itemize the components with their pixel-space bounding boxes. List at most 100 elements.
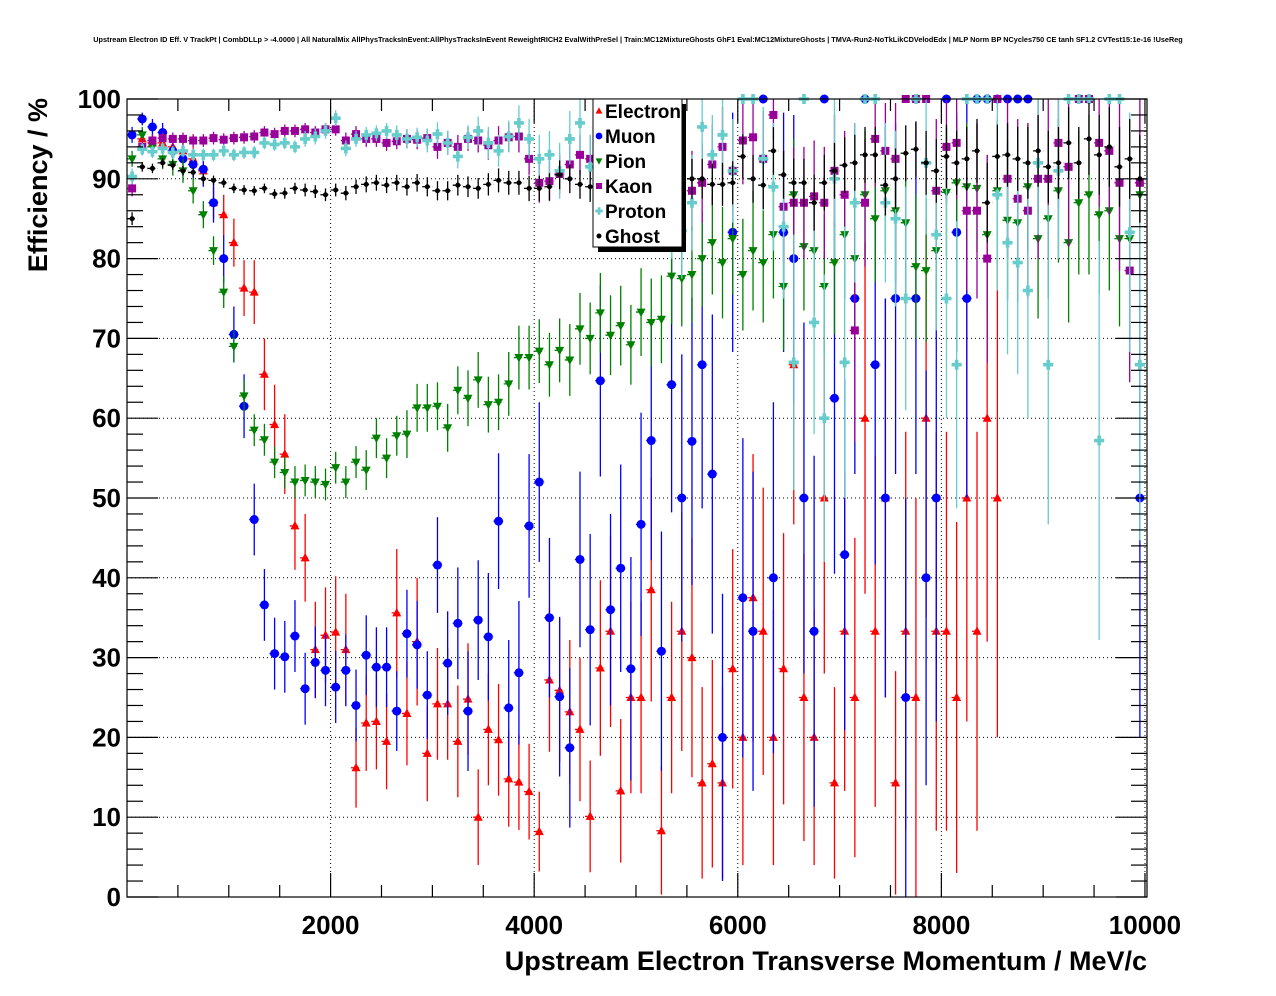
data-point-muon <box>341 665 351 675</box>
data-point-electron <box>911 692 921 701</box>
data-point-kaon <box>575 150 584 159</box>
data-point-kaon <box>769 110 778 119</box>
data-point-pion <box>229 342 239 352</box>
data-point-pion <box>677 275 687 284</box>
data-point-proton <box>1043 359 1054 370</box>
y-tick-label: 100 <box>78 84 121 114</box>
data-point-ghost <box>984 200 990 206</box>
data-point-electron <box>524 786 534 796</box>
data-point-ghost <box>913 146 919 152</box>
data-point-muon <box>361 650 371 660</box>
data-point-electron <box>850 692 860 701</box>
data-point-pion <box>483 401 493 410</box>
data-point-proton <box>1134 359 1145 370</box>
data-point-muon <box>677 493 687 503</box>
data-point-proton <box>809 317 820 328</box>
data-point-pion <box>697 255 707 264</box>
data-point-ghost <box>323 192 329 198</box>
data-point-electron <box>697 777 707 787</box>
data-point-ghost <box>1015 156 1021 162</box>
y-tick-label: 40 <box>92 563 121 593</box>
data-point-proton <box>300 133 311 144</box>
data-point-ghost <box>190 169 196 175</box>
data-point-muon <box>127 130 137 140</box>
data-point-ghost <box>434 188 440 194</box>
data-point-muon <box>147 122 157 132</box>
legend-label: Muon <box>605 127 656 148</box>
data-point-electron <box>575 724 585 733</box>
x-tick-label: 10000 <box>1109 910 1181 940</box>
data-point-ghost <box>261 185 267 191</box>
data-point-pion <box>921 267 931 276</box>
data-point-ghost <box>404 184 410 190</box>
data-point-muon <box>962 294 972 303</box>
data-point-muon <box>188 159 198 169</box>
data-point-ghost <box>363 181 369 187</box>
data-point-pion <box>1094 211 1104 220</box>
data-point-pion <box>300 476 310 486</box>
data-point-pion <box>606 331 616 341</box>
data-point-muon <box>656 646 666 656</box>
data-point-pion <box>575 325 585 334</box>
data-point-ghost <box>1076 160 1082 166</box>
data-point-ghost <box>1096 152 1102 158</box>
data-point-ghost <box>1106 144 1112 150</box>
data-point-proton <box>351 133 362 144</box>
data-point-pion <box>911 263 921 272</box>
data-point-electron <box>219 209 229 219</box>
data-point-pion <box>361 466 371 476</box>
data-point-kaon <box>290 126 299 135</box>
data-point-electron <box>422 748 432 757</box>
y-tick-label: 10 <box>92 802 121 832</box>
data-point-ghost <box>526 185 532 191</box>
data-point-proton <box>391 129 402 140</box>
data-point-pion <box>687 271 697 280</box>
data-point-proton <box>422 135 433 146</box>
data-point-muon <box>921 573 931 583</box>
data-point-ghost <box>516 180 522 186</box>
data-point-muon <box>137 114 147 124</box>
data-point-proton <box>432 129 443 140</box>
data-point-proton <box>381 125 392 136</box>
data-point-pion <box>534 347 544 357</box>
data-point-proton <box>249 147 260 158</box>
data-point-pion <box>595 309 605 318</box>
data-point-proton <box>340 143 351 154</box>
data-point-pion <box>422 404 432 413</box>
data-point-ghost <box>760 182 766 188</box>
chart-title: Upstream Electron ID Eff. V TrackPt | Co… <box>93 35 1183 44</box>
data-point-ghost <box>831 168 837 174</box>
data-point-muon <box>270 649 280 659</box>
data-point-pion <box>514 354 524 363</box>
data-point-pion <box>707 239 717 248</box>
data-point-ghost <box>1035 148 1041 154</box>
data-point-kaon <box>158 134 167 143</box>
data-point-pion <box>453 386 463 396</box>
data-point-ghost <box>1005 152 1011 158</box>
data-point-ghost <box>475 185 481 191</box>
data-point-pion <box>127 155 137 164</box>
data-point-muon <box>606 605 616 615</box>
data-point-electron <box>728 663 738 673</box>
data-point-muon <box>422 690 432 700</box>
data-point-pion <box>504 380 514 389</box>
data-point-electron <box>382 736 392 745</box>
legend-label: Electron <box>605 102 681 123</box>
data-point-pion <box>290 478 300 488</box>
data-point-ghost <box>221 180 227 186</box>
data-point-electron <box>758 626 768 635</box>
legend-marker-proton <box>595 207 603 215</box>
data-point-kaon <box>331 125 340 134</box>
data-point-pion <box>626 341 636 350</box>
data-point-proton <box>717 129 728 140</box>
data-point-electron <box>331 627 341 636</box>
data-point-kaon <box>199 136 208 145</box>
x-tick-label: 6000 <box>709 910 767 940</box>
data-point-electron <box>290 520 300 530</box>
data-point-muon <box>392 706 402 716</box>
data-point-ghost <box>353 184 359 190</box>
data-point-muon <box>249 515 259 525</box>
y-tick-label: 90 <box>92 164 121 194</box>
data-point-kaon <box>840 190 849 199</box>
data-point-kaon <box>250 132 259 141</box>
